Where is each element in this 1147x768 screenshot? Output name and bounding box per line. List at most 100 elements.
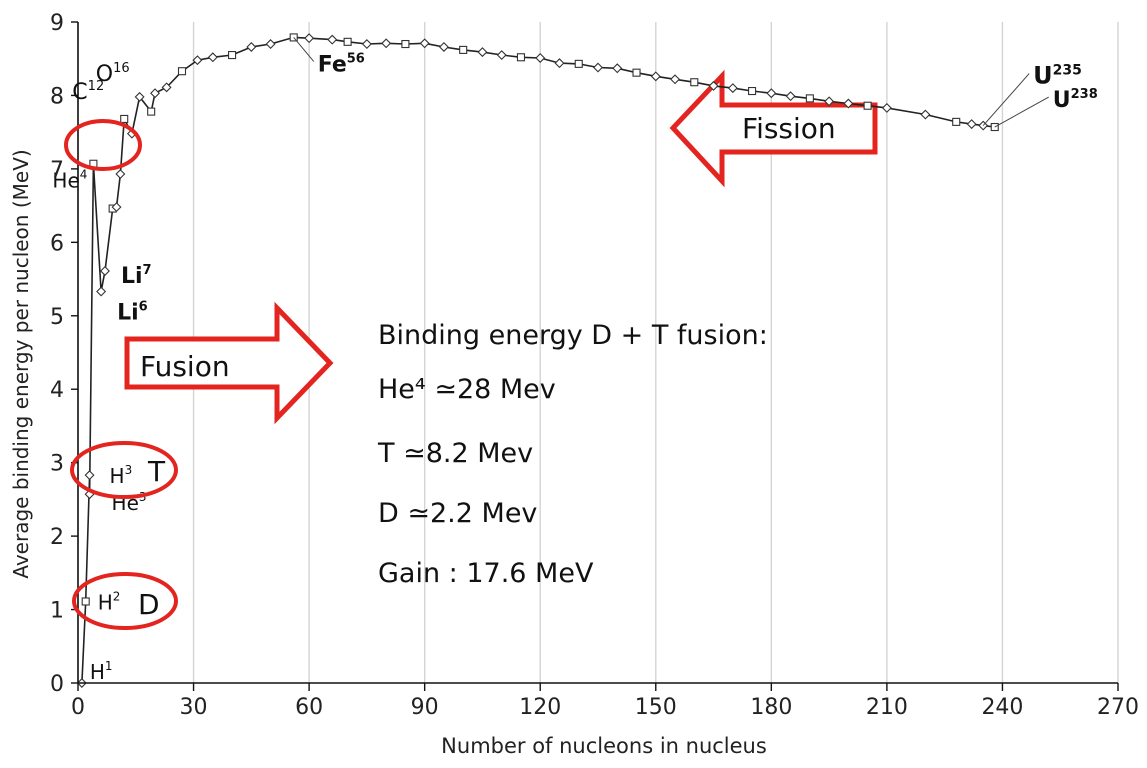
x-tick-label: 120 xyxy=(519,695,561,720)
y-tick-label: 1 xyxy=(50,599,64,624)
data-point xyxy=(401,39,410,49)
isotope-label: O16 xyxy=(96,61,130,87)
he4-highlight-ellipse xyxy=(64,119,142,171)
data-point xyxy=(554,58,565,69)
data-point xyxy=(147,107,156,116)
y-tick-label: 2 xyxy=(50,525,64,550)
fission-label: Fission xyxy=(742,112,836,145)
d-highlight-ellipse xyxy=(72,572,178,630)
isotope-label: Fe56 xyxy=(318,51,365,77)
info-line-2: He⁴ ≃28 Mev xyxy=(378,374,556,405)
y-tick-label: 0 xyxy=(50,672,64,697)
highlight-ellipses xyxy=(64,119,178,630)
y-axis-title: Average binding energy per nucleon (MeV) xyxy=(9,149,33,578)
data-point xyxy=(824,96,835,107)
data-point xyxy=(863,101,872,110)
t-highlight-ellipse xyxy=(70,441,178,499)
data-point xyxy=(111,202,122,213)
data-point xyxy=(99,265,110,276)
x-tick-label: 210 xyxy=(866,695,908,720)
data-point xyxy=(361,39,372,50)
data-point xyxy=(120,114,129,123)
data-point xyxy=(304,33,315,44)
x-tick-label: 60 xyxy=(295,695,323,720)
data-point xyxy=(496,50,507,61)
data-point xyxy=(574,59,583,68)
data-point xyxy=(265,39,276,50)
data-point xyxy=(343,37,352,46)
isotope-label: U238 xyxy=(1053,87,1098,113)
data-point xyxy=(381,38,392,49)
data-point xyxy=(690,78,699,87)
data-point xyxy=(843,98,854,109)
leader-line xyxy=(982,73,1030,126)
data-points xyxy=(76,33,999,688)
data-point xyxy=(438,41,449,52)
fission-arrow xyxy=(669,69,878,188)
x-tick-label: 180 xyxy=(750,695,792,720)
data-point xyxy=(134,91,145,102)
x-tick-label: 240 xyxy=(981,695,1023,720)
isotope-label: Li7 xyxy=(121,263,152,289)
data-point xyxy=(952,117,961,126)
data-point xyxy=(881,102,892,113)
arrows xyxy=(124,69,878,425)
data-point xyxy=(228,50,237,60)
x-tick-label: 0 xyxy=(71,695,85,720)
data-point xyxy=(748,86,757,96)
data-point xyxy=(805,94,814,103)
y-tick-label: 8 xyxy=(50,84,64,109)
x-tick-label: 270 xyxy=(1097,695,1139,720)
fusion-label: Fusion xyxy=(140,350,230,383)
axes: 0 30 60 90 120 150 180 210 240 270 0 1 2 3 4 5 6 7 8 9 xyxy=(50,11,1139,720)
data-point xyxy=(96,286,107,297)
y-tick-label: 3 xyxy=(50,452,64,477)
data-point xyxy=(459,45,468,54)
t-marker: T xyxy=(147,455,166,488)
x-tick-label: 90 xyxy=(411,695,439,720)
data-point xyxy=(477,47,488,58)
data-point xyxy=(192,55,203,66)
data-point xyxy=(632,68,641,77)
data-point xyxy=(84,470,95,481)
data-point xyxy=(246,41,257,52)
data-point xyxy=(327,34,338,45)
data-point xyxy=(785,91,796,102)
data-point xyxy=(115,169,126,180)
y-tick-label: 4 xyxy=(50,378,64,403)
data-point xyxy=(670,74,681,85)
y-tick-label: 6 xyxy=(50,231,64,256)
data-point xyxy=(419,38,430,49)
data-point xyxy=(766,88,777,99)
y-tick-label: 9 xyxy=(50,11,64,36)
fusion-arrow xyxy=(124,301,334,425)
data-point xyxy=(150,88,161,99)
x-axis-title: Number of nucleons in nucleus xyxy=(441,734,767,758)
isotope-label: H3 xyxy=(110,463,133,488)
isotope-label: U235 xyxy=(1033,62,1082,90)
data-point xyxy=(708,80,719,91)
info-line-1: Binding energy D + T fusion: xyxy=(378,320,768,351)
info-line-4: D ≃2.2 Mev xyxy=(378,498,537,529)
data-point xyxy=(161,82,172,93)
data-point xyxy=(593,62,603,73)
isotope-label: C12 xyxy=(72,79,104,105)
isotope-label: He4 xyxy=(52,168,87,193)
info-line-3: T ≃8.2 Mev xyxy=(377,438,533,469)
data-point xyxy=(81,597,90,606)
data-point xyxy=(516,53,526,62)
x-tick-label: 30 xyxy=(180,695,208,720)
data-point xyxy=(920,109,931,120)
data-point xyxy=(727,83,738,94)
data-point xyxy=(650,71,661,82)
isotope-label: Li6 xyxy=(117,300,148,326)
d-marker: D xyxy=(138,588,160,621)
data-point xyxy=(535,53,546,63)
leader-line xyxy=(293,37,315,62)
x-tick-label: 150 xyxy=(635,695,677,720)
y-tick-label: 7 xyxy=(50,158,64,183)
y-tick-label: 5 xyxy=(50,305,64,330)
data-point xyxy=(177,67,187,76)
isotope-label: H2 xyxy=(98,589,121,614)
